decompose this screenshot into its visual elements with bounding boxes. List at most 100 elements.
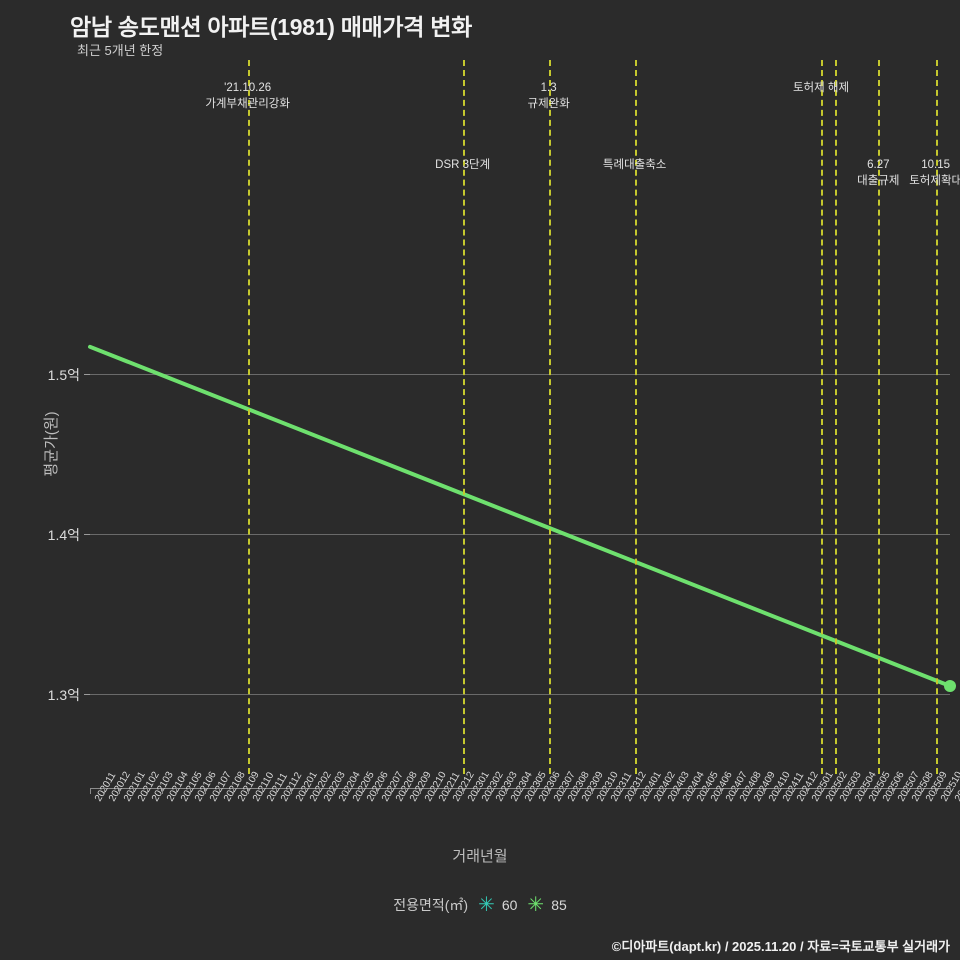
event-line	[821, 60, 823, 774]
series-line-85	[88, 344, 952, 688]
event-annotation-date: 6.27	[867, 159, 890, 171]
x-tick-mark	[649, 788, 650, 794]
x-tick-mark	[376, 788, 378, 794]
x-tick-mark	[161, 788, 163, 794]
data-point-marker[interactable]	[944, 680, 956, 692]
event-line	[462, 60, 465, 774]
x-tick-mark	[505, 788, 507, 794]
legend-item-label: 85	[551, 897, 567, 913]
x-tick-mark	[706, 788, 708, 794]
y-tick-label: 1.3억	[47, 687, 80, 703]
x-tick-mark	[348, 788, 349, 794]
event-annotation: DSR 3단계	[388, 157, 538, 173]
x-tick-mark	[520, 788, 521, 794]
x-tick-mark	[563, 788, 564, 794]
x-tick-mark	[907, 788, 908, 794]
event-line	[247, 60, 250, 774]
event-annotation: '21.10.26 가계부채관리강화	[173, 80, 323, 112]
x-tick-mark	[935, 788, 937, 794]
x-tick-mark	[892, 788, 894, 794]
x-tick-mark	[333, 788, 335, 794]
plot-area	[88, 60, 956, 774]
event-line	[548, 60, 551, 774]
event-annotation: 토허제 해제	[746, 80, 896, 96]
x-tick-mark	[90, 788, 91, 794]
legend-item-60[interactable]: ✳ 60	[478, 895, 517, 915]
x-tick-mark	[663, 788, 665, 794]
x-tick-mark	[491, 788, 493, 794]
y-tick-label: 1.5억	[47, 367, 80, 383]
y-tick-mark	[84, 374, 90, 375]
x-tick-mark	[434, 788, 435, 794]
legend-item-85[interactable]: ✳ 85	[527, 894, 567, 916]
x-tick-mark	[262, 788, 263, 794]
x-tick-mark	[548, 788, 550, 794]
chart-subtitle: 최근 5개년 한정	[77, 43, 164, 58]
x-tick-mark	[362, 788, 364, 794]
asterisk-marker: ✳	[527, 894, 545, 916]
x-tick-mark	[735, 788, 736, 794]
x-tick-mark	[591, 788, 593, 794]
x-tick-mark	[778, 788, 779, 794]
x-tick-mark	[405, 788, 407, 794]
event-annotation-date: 10.15	[921, 159, 951, 171]
event-annotation-label: 규제완화	[527, 98, 570, 110]
x-tick-mark	[276, 788, 278, 794]
event-line	[935, 60, 938, 774]
event-line	[634, 60, 637, 774]
series-line-85	[88, 344, 956, 692]
y-tick-label: 1.4억	[47, 527, 80, 543]
x-tick-mark	[849, 788, 851, 794]
x-tick-mark	[620, 788, 622, 794]
event-annotation-label: 가계부채관리강화	[205, 98, 290, 110]
x-tick-mark	[247, 788, 249, 794]
event-annotation-label: 특례대출축소	[602, 159, 667, 171]
y-axis-ticks: 1.3억 1.4억 1.5억	[0, 0, 80, 960]
x-tick-mark	[233, 788, 235, 794]
x-axis-title: 거래년월	[452, 848, 508, 865]
event-line	[835, 60, 838, 774]
x-tick-mark	[835, 788, 837, 794]
legend: 전용면적(㎡) ✳ 60 ✳ 85	[0, 895, 960, 915]
x-tick-mark	[792, 788, 794, 794]
x-tick-mark	[749, 788, 751, 794]
x-tick-mark	[878, 788, 880, 794]
x-tick-mark	[419, 788, 421, 794]
y-tick-mark	[84, 534, 90, 535]
x-tick-mark	[118, 788, 120, 794]
event-annotation-label: 토허제 해제	[792, 82, 850, 94]
x-tick-mark	[133, 788, 134, 794]
x-tick-mark	[950, 788, 951, 794]
event-annotation: 1.3 규제완화	[474, 80, 624, 112]
event-annotation-date: '21.10.26	[224, 82, 272, 94]
x-tick-mark	[692, 788, 693, 794]
x-tick-mark	[720, 788, 722, 794]
event-annotation-label: DSR 3단계	[435, 159, 491, 171]
page-title: 암남 송도맨션 아파트(1981) 매매가격 변화	[70, 14, 472, 40]
footer-credit: ©디아파트(dapt.kr) / 2025.11.20 / 자료=국토교통부 실…	[611, 939, 950, 954]
event-lines	[90, 60, 950, 774]
x-tick-mark	[219, 788, 220, 794]
x-tick-mark	[305, 788, 306, 794]
x-tick-mark	[448, 788, 450, 794]
event-annotation-date: 1.3	[540, 82, 557, 94]
event-annotation: 특례대출축소	[560, 157, 710, 173]
x-tick-mark	[821, 788, 822, 794]
x-tick-mark	[806, 788, 808, 794]
x-tick-mark	[634, 788, 636, 794]
y-tick-mark	[84, 694, 90, 695]
event-annotation: 10.15 토허제확대	[861, 157, 960, 189]
x-tick-mark	[577, 788, 579, 794]
x-tick-mark	[290, 788, 292, 794]
x-tick-mark	[864, 788, 865, 794]
x-tick-mark	[190, 788, 192, 794]
legend-title: 전용면적(㎡)	[393, 897, 469, 913]
x-tick-mark	[319, 788, 321, 794]
gridline	[90, 694, 950, 695]
event-line	[878, 60, 881, 774]
x-tick-mark	[763, 788, 765, 794]
x-tick-mark	[477, 788, 478, 794]
x-tick-mark	[606, 788, 607, 794]
